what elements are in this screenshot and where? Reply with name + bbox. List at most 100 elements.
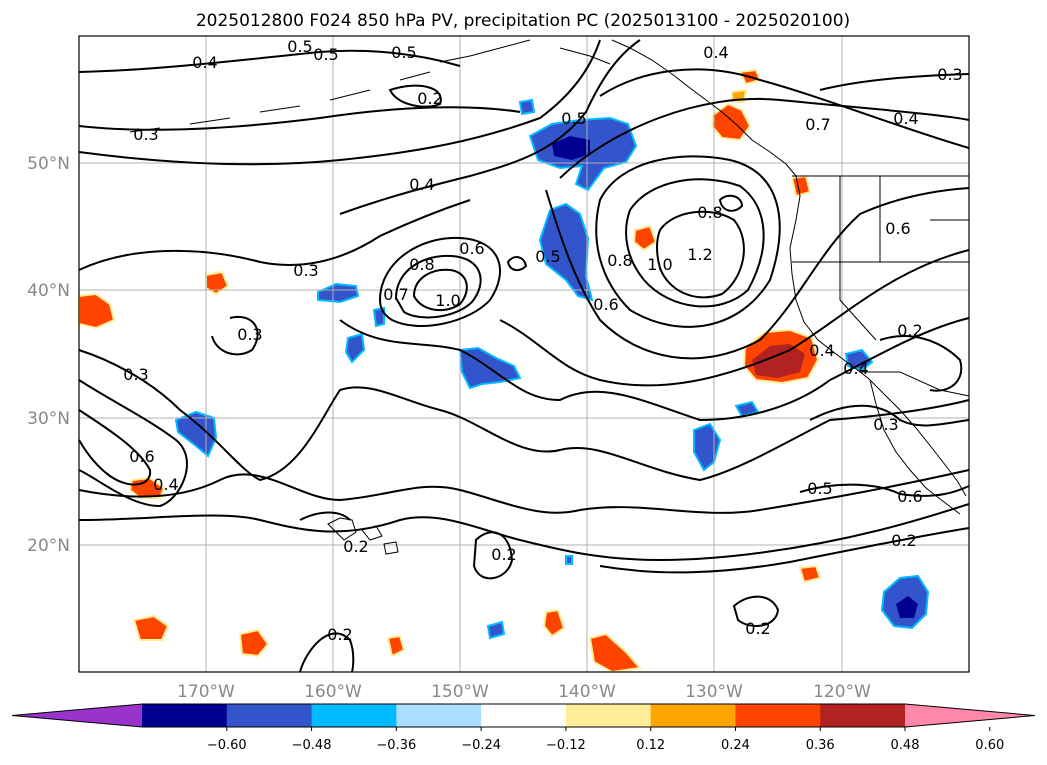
colorbar-tick-label: −0.36 bbox=[376, 738, 416, 753]
contour-line bbox=[299, 511, 351, 521]
contour-line bbox=[656, 210, 745, 299]
colorbar-tick-label: −0.12 bbox=[546, 738, 586, 753]
colorbar-outline bbox=[11, 703, 1036, 728]
colorbar-tick-label: −0.48 bbox=[292, 738, 332, 753]
contour-line bbox=[78, 503, 970, 562]
colorbar-extend-min bbox=[12, 704, 142, 727]
contour-line bbox=[809, 404, 970, 427]
contour-line bbox=[378, 236, 501, 327]
contour-line bbox=[559, 98, 970, 179]
contour-line bbox=[339, 39, 641, 215]
map-background bbox=[79, 36, 969, 672]
contour-line bbox=[388, 84, 442, 108]
positive-anomaly-area bbox=[128, 476, 166, 499]
coastlines-and-borders bbox=[129, 39, 970, 555]
colorbar-segment bbox=[565, 704, 652, 727]
contour-label: 0.5 bbox=[391, 43, 416, 62]
colorbar-segment bbox=[226, 704, 313, 727]
contour-line bbox=[412, 268, 468, 312]
contour-line bbox=[472, 531, 514, 580]
contour-labels: 0.4 0.5 0.5 0.5 0.2 0.3 0.4 0.7 0.4 0.3 … bbox=[123, 37, 962, 644]
positive-anomaly-area bbox=[386, 634, 406, 658]
contour-label: 0.7 bbox=[383, 285, 408, 304]
contour-label: 0.3 bbox=[293, 261, 318, 280]
contour-line bbox=[78, 349, 970, 482]
contour-label: 0.6 bbox=[885, 219, 910, 238]
contour-line bbox=[299, 632, 355, 673]
contour-label: 0.3 bbox=[937, 65, 962, 84]
colorbar-tick-label: 0.24 bbox=[721, 738, 750, 753]
contour-label: 0.6 bbox=[459, 239, 484, 258]
colorbar-segment bbox=[311, 704, 397, 727]
contour-line bbox=[732, 595, 780, 627]
positive-anomaly-area bbox=[542, 608, 566, 638]
colorbar: −0.60 −0.48 −0.36 −0.24 −0.12 0.12 0.24 0.36 0.4… bbox=[11, 703, 1036, 753]
contour-label: 0.4 bbox=[703, 43, 728, 62]
colorbar-segment bbox=[820, 704, 906, 727]
contour-label: 0.8 bbox=[409, 255, 434, 274]
contour-label: 0.3 bbox=[873, 415, 898, 434]
colorbar-segment bbox=[735, 704, 821, 727]
colorbar-segment bbox=[396, 704, 482, 727]
contour-label: 0.4 bbox=[843, 359, 868, 378]
colorbar-segment bbox=[481, 704, 567, 727]
negative-anomaly-area bbox=[844, 348, 874, 372]
contour-line bbox=[599, 527, 970, 574]
contour-label: 0.3 bbox=[237, 325, 262, 344]
contour-label: 0.4 bbox=[192, 53, 217, 72]
contour-label: 0.5 bbox=[535, 247, 560, 266]
contour-line bbox=[545, 187, 970, 360]
contour-label: 1.0 bbox=[647, 255, 672, 274]
state-borders bbox=[792, 176, 969, 341]
contour-line bbox=[211, 315, 259, 356]
contour-label: 1.2 bbox=[687, 245, 712, 264]
contour-line bbox=[78, 49, 461, 73]
colorbar-tick-label: −0.24 bbox=[461, 738, 501, 753]
contour-line bbox=[78, 469, 970, 514]
negative-anomaly-core bbox=[552, 136, 590, 160]
pv-contours bbox=[78, 39, 970, 673]
colorbar-tick-label: 0.12 bbox=[636, 738, 665, 753]
negative-anomaly-area bbox=[565, 555, 573, 565]
contour-label: 0.5 bbox=[807, 479, 832, 498]
positive-anomaly-area bbox=[238, 628, 270, 658]
contour-label: 0.6 bbox=[897, 487, 922, 506]
contour-label: 0.2 bbox=[745, 619, 770, 638]
contour-label: 0.4 bbox=[809, 341, 834, 360]
contour-line bbox=[799, 483, 970, 497]
map-frame bbox=[78, 35, 970, 673]
contour-line bbox=[499, 249, 970, 387]
contour-line bbox=[394, 254, 482, 319]
contour-label: 0.5 bbox=[561, 109, 586, 128]
contour-label: 0.2 bbox=[417, 89, 442, 108]
contour-line bbox=[78, 199, 471, 271]
contour-label: 0.3 bbox=[123, 365, 148, 384]
positive-anomaly-area bbox=[798, 564, 822, 584]
contour-line bbox=[78, 409, 152, 486]
negative-anomaly-area bbox=[734, 400, 760, 418]
colorbar-tick-label: 0.48 bbox=[891, 738, 920, 753]
contour-label: 0.7 bbox=[805, 115, 830, 134]
contour-line bbox=[78, 379, 188, 508]
lon-tick-label: 140°W bbox=[558, 682, 616, 702]
lat-tick-label: 30°N bbox=[27, 409, 70, 429]
contour-label: 0.2 bbox=[327, 625, 352, 644]
longitude-tick-labels: 170°W 160°W 150°W 140°W 130°W 120°W bbox=[177, 682, 871, 702]
lat-tick-label: 40°N bbox=[27, 281, 70, 301]
plot-title: 2025012800 F024 850 hPa PV, precipitatio… bbox=[196, 11, 850, 31]
lon-tick-label: 130°W bbox=[685, 682, 743, 702]
lon-tick-label: 120°W bbox=[813, 682, 871, 702]
lon-tick-label: 150°W bbox=[431, 682, 489, 702]
contour-line bbox=[879, 335, 963, 392]
contour-label: 0.6 bbox=[129, 447, 154, 466]
colorbar-extend-max bbox=[905, 704, 1035, 727]
colorbar-segment bbox=[142, 704, 228, 727]
positive-anomaly-core bbox=[752, 344, 805, 378]
negative-anomaly-area bbox=[344, 332, 366, 364]
alaska-coast bbox=[439, 39, 611, 65]
lon-tick-label: 170°W bbox=[177, 682, 235, 702]
contour-label: 0.8 bbox=[607, 251, 632, 270]
contour-label: 0.3 bbox=[133, 125, 158, 144]
lat-tick-label: 20°N bbox=[27, 536, 70, 556]
